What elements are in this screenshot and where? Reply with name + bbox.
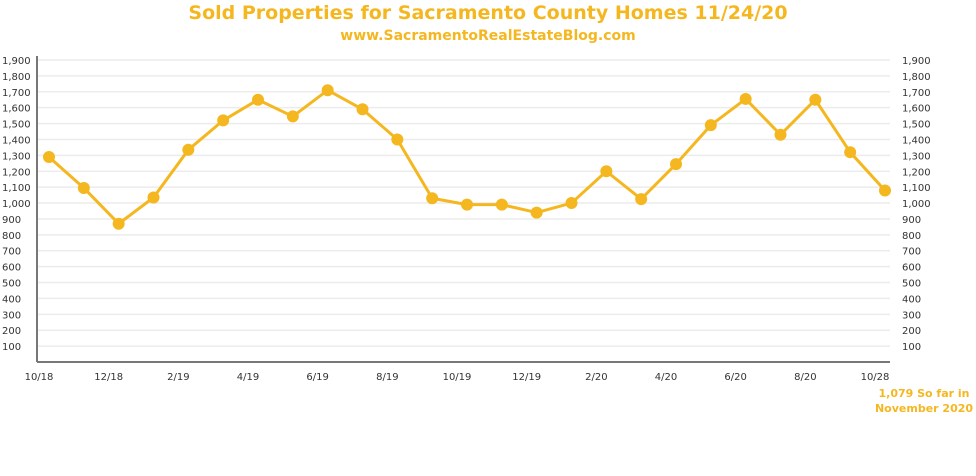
y-tick-label-right: 1,700 xyxy=(902,88,931,99)
data-point xyxy=(43,150,55,163)
y-tick-label-right: 1,600 xyxy=(902,104,931,115)
y-tick-label-right: 1,200 xyxy=(902,167,931,178)
y-tick-label-left: 1,100 xyxy=(2,183,31,194)
y-tick-label-left: 200 xyxy=(2,326,21,337)
chart-subtitle: www.SacramentoRealEstateBlog.com xyxy=(340,28,636,44)
data-point xyxy=(286,110,299,123)
data-point xyxy=(530,206,543,219)
data-point xyxy=(879,184,891,197)
y-tick-label-left: 1,000 xyxy=(2,199,31,210)
annotation-line2: November 2020 xyxy=(874,402,974,415)
data-point xyxy=(426,192,439,205)
y-tick-label-left: 1,600 xyxy=(2,104,31,115)
y-tick-label-left: 1,800 xyxy=(2,72,31,83)
y-tick-label-right: 300 xyxy=(902,310,921,321)
y-tick-label-left: 100 xyxy=(2,342,21,353)
x-tick-label: 2/20 xyxy=(585,372,607,383)
y-tick-label-right: 1,400 xyxy=(902,135,931,146)
y-tick-label-left: 1,700 xyxy=(2,88,31,99)
annotation: 1,079 So far in November 2020 xyxy=(872,386,976,416)
data-point xyxy=(321,84,334,97)
y-tick-label-right: 800 xyxy=(902,231,921,242)
y-tick-label-right: 700 xyxy=(902,247,921,258)
data-point xyxy=(844,146,857,159)
data-point xyxy=(391,133,404,146)
y-tick-label-left: 300 xyxy=(2,310,21,321)
data-point xyxy=(112,217,125,230)
data-point xyxy=(252,93,264,106)
y-tick-label-right: 900 xyxy=(902,215,921,226)
y-tick-label-right: 600 xyxy=(902,263,921,274)
x-tick-label: 4/20 xyxy=(655,372,677,383)
x-tick-label: 6/20 xyxy=(724,372,746,383)
x-tick-label: 10/18 xyxy=(25,372,54,383)
y-tick-label-right: 1,300 xyxy=(902,151,931,162)
data-point xyxy=(565,197,578,210)
x-tick-label: 12/18 xyxy=(94,372,123,383)
data-point xyxy=(704,119,717,132)
x-tick-label: 10/28 xyxy=(861,372,890,383)
y-tick-label-left: 500 xyxy=(2,279,21,290)
x-tick-label: 10/19 xyxy=(443,372,472,383)
data-point xyxy=(461,198,473,211)
y-tick-label-left: 1,400 xyxy=(2,135,31,146)
data-point xyxy=(635,193,648,206)
data-point xyxy=(217,114,230,127)
data-point xyxy=(670,158,682,171)
x-tick-label: 12/19 xyxy=(512,372,541,383)
x-tick-label: 6/19 xyxy=(306,372,328,383)
x-tick-label: 8/19 xyxy=(376,372,398,383)
x-tick-label: 4/19 xyxy=(237,372,259,383)
data-point xyxy=(182,143,195,156)
x-tick-label: 8/20 xyxy=(794,372,816,383)
y-tick-label-left: 1,500 xyxy=(2,120,31,131)
data-point xyxy=(774,128,787,141)
data-point xyxy=(77,181,90,194)
y-tick-label-left: 1,200 xyxy=(2,167,31,178)
y-tick-label-left: 700 xyxy=(2,247,21,258)
y-tick-label-right: 1,500 xyxy=(902,120,931,131)
y-tick-label-left: 900 xyxy=(2,215,21,226)
y-tick-label-right: 400 xyxy=(902,294,921,305)
data-point xyxy=(495,198,508,211)
y-tick-label-left: 1,300 xyxy=(2,151,31,162)
y-tick-label-right: 1,900 xyxy=(902,56,931,67)
data-point xyxy=(600,165,613,178)
y-tick-label-right: 200 xyxy=(902,326,921,337)
annotation-line1: 1,079 So far in xyxy=(878,387,970,400)
y-tick-label-left: 400 xyxy=(2,294,21,305)
data-point xyxy=(809,93,822,106)
y-tick-label-right: 1,000 xyxy=(902,199,931,210)
data-point xyxy=(147,191,160,204)
chart-title: Sold Properties for Sacramento County Ho… xyxy=(188,2,788,24)
y-tick-label-right: 1,100 xyxy=(902,183,931,194)
y-tick-label-right: 500 xyxy=(902,279,921,290)
y-tick-label-left: 800 xyxy=(2,231,21,242)
y-tick-label-right: 100 xyxy=(902,342,921,353)
data-point xyxy=(739,92,752,105)
x-tick-label: 2/19 xyxy=(167,372,189,383)
y-tick-label-left: 600 xyxy=(2,263,21,274)
y-tick-label-right: 1,800 xyxy=(902,72,931,83)
data-point xyxy=(356,103,369,116)
y-tick-label-left: 1,900 xyxy=(2,56,31,67)
